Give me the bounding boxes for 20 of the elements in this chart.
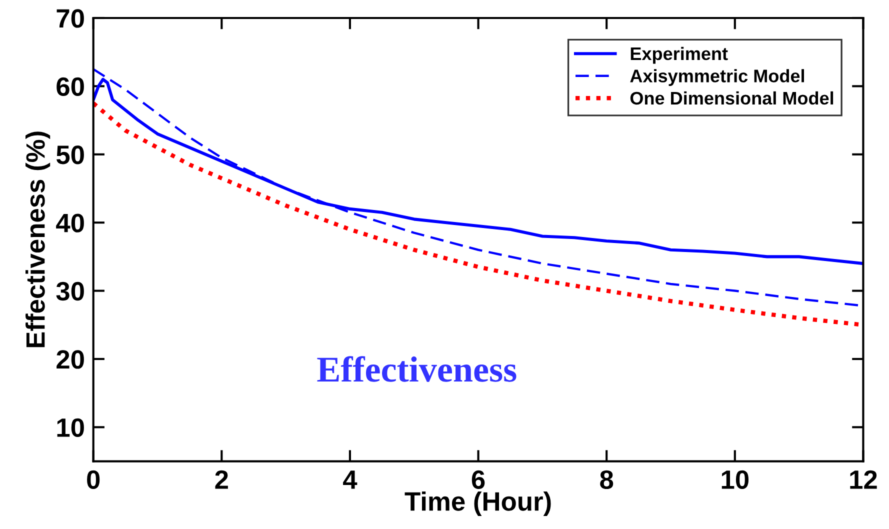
y-tick-label: 50 (56, 146, 84, 164)
x-tick-label: 6 (472, 470, 485, 490)
y-tick-label: 70 (56, 9, 84, 28)
y-tick-label: 30 (56, 282, 84, 301)
x-tick-label: 2 (215, 470, 228, 489)
x-axis-title: Time (Hour) (404, 491, 551, 516)
x-tick-label: 0 (87, 470, 100, 490)
x-tick-label: 10 (722, 470, 749, 490)
legend-label: Experiment (630, 46, 728, 64)
y-tick-label: 20 (56, 350, 84, 369)
y-tick-label: 10 (57, 418, 84, 438)
y-tick-label: 40 (56, 214, 84, 232)
x-tick-label: 4 (343, 470, 358, 489)
x-tick-label: 8 (600, 470, 614, 490)
y-tick-label: 60 (56, 77, 84, 96)
legend-label: Axisymmetric Model (630, 69, 804, 86)
x-tick-label: 12 (850, 470, 877, 489)
legend-label: One Dimensional Model (630, 91, 834, 105)
y-axis-title: Effectiveness (%) (26, 132, 50, 348)
annotation: Effectiveness (317, 356, 516, 382)
